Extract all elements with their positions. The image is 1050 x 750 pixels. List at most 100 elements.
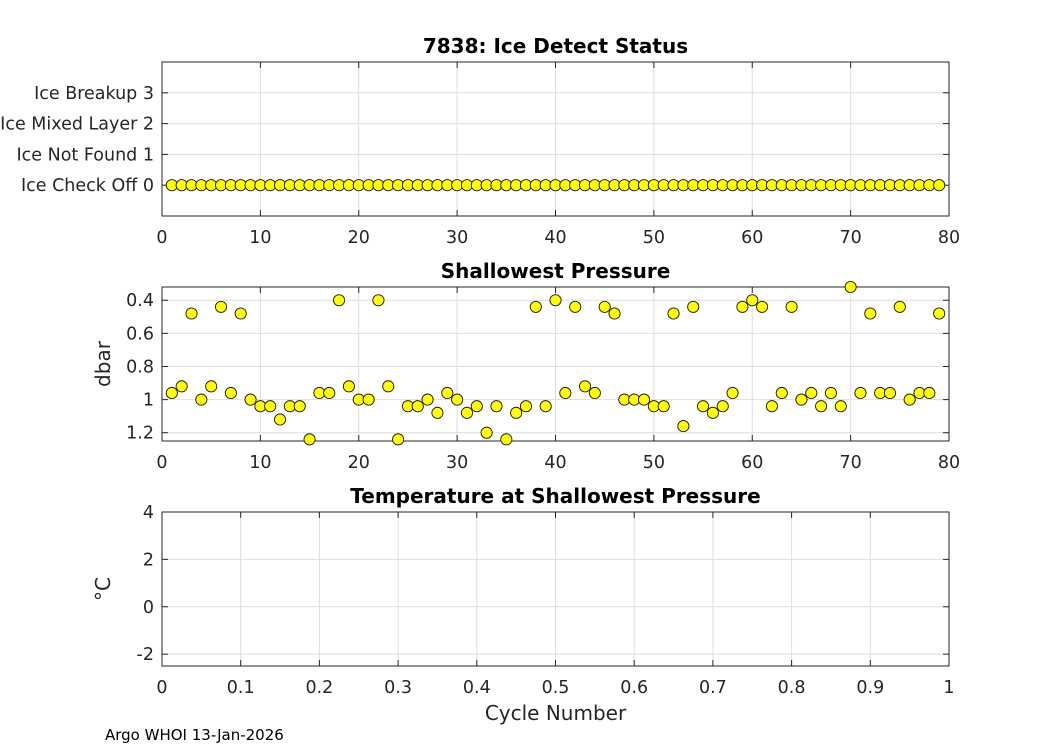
x-tick-label: 50 — [643, 453, 665, 473]
data-point — [175, 380, 188, 393]
data-point — [205, 380, 218, 393]
x-tick-label: 0.3 — [384, 678, 412, 698]
data-point — [549, 294, 562, 307]
x-tick-label: 0.7 — [699, 678, 727, 698]
data-point — [244, 393, 257, 406]
ice-detect-status-axes: 0 10 20 30 40 50 60 70 80 Ice Check Off 0 Ice Not … — [0, 34, 960, 248]
x-tick-label: 70 — [839, 453, 861, 473]
data-point — [392, 433, 405, 446]
y-tick-label: -2 — [137, 645, 154, 665]
data-point — [510, 406, 523, 419]
data-point — [834, 400, 847, 413]
data-point — [716, 400, 729, 413]
data-point — [431, 406, 444, 419]
data-point — [933, 179, 946, 192]
shallowest-pressure-axes: 0 10 20 30 40 50 60 70 80 0.4 0.6 0.8 1 1.2 Shallowest… — [91, 259, 960, 473]
data-point — [578, 380, 592, 393]
data-point — [460, 406, 474, 419]
data-point — [933, 307, 946, 320]
x-tick-label: 10 — [249, 228, 271, 248]
data-point — [687, 300, 700, 313]
y-tick-label: Ice Not Found 1 — [17, 145, 154, 165]
x-tick-label: 0.2 — [305, 678, 333, 698]
y-tick-label: 0.6 — [126, 324, 154, 344]
data-point — [805, 386, 818, 400]
x-tick-label: 20 — [348, 228, 370, 248]
chart-title: 7838: Ice Detect Status — [423, 34, 688, 58]
data-point — [342, 380, 355, 393]
data-point — [697, 400, 710, 413]
y-tick-label: Ice Check Off 0 — [21, 176, 154, 196]
data-point — [529, 300, 542, 313]
y-tick-label: 0.4 — [126, 291, 154, 311]
x-tick-label: 80 — [938, 228, 960, 248]
data-point — [559, 386, 572, 400]
data-point — [411, 400, 424, 413]
data-point — [421, 393, 434, 406]
y-tick-label: Ice Breakup 3 — [34, 84, 154, 104]
data-point — [214, 300, 228, 313]
data-point — [706, 406, 719, 419]
data-point — [756, 300, 769, 313]
axes-frame — [161, 286, 950, 442]
data-point — [775, 386, 788, 400]
y-axis-label: °C — [91, 577, 115, 601]
data-point — [893, 300, 906, 313]
data-point — [224, 386, 237, 400]
footer-credit: Argo WHOI 13-Jan-2026 — [105, 726, 284, 744]
data-point — [273, 413, 287, 426]
data-point — [883, 386, 897, 400]
y-tick-label: 1 — [143, 391, 154, 411]
data-point — [854, 386, 867, 400]
data-point — [795, 393, 808, 406]
axes-frame — [161, 61, 950, 217]
y-tick-label: 0 — [143, 598, 154, 618]
x-tick-label: 0.1 — [227, 678, 255, 698]
chart-title: Temperature at Shallowest Pressure — [350, 484, 760, 508]
x-tick-label: 40 — [544, 228, 566, 248]
x-tick-label: 60 — [741, 453, 763, 473]
data-point — [844, 280, 857, 294]
y-tick-label: 0.8 — [126, 357, 154, 377]
x-tick-label: 10 — [249, 453, 271, 473]
x-tick-label: 70 — [839, 228, 861, 248]
x-tick-label: 50 — [643, 228, 665, 248]
x-tick-label: 0 — [156, 228, 167, 248]
chart-title: Shallowest Pressure — [441, 259, 671, 283]
data-point — [923, 386, 936, 400]
data-point — [333, 294, 346, 307]
data-point — [598, 300, 611, 313]
data-point — [677, 420, 690, 433]
data-point — [362, 393, 375, 406]
y-tick-label: 2 — [143, 550, 154, 570]
x-tick-label: 0.4 — [463, 678, 491, 698]
data-point — [667, 307, 680, 320]
x-tick-label: 0.9 — [856, 678, 884, 698]
data-point — [490, 400, 503, 413]
x-axis-label: Cycle Number — [485, 701, 627, 725]
data-point — [165, 386, 178, 400]
y-tick-label: 1.2 — [126, 424, 154, 444]
data-point — [372, 294, 385, 307]
data-point — [539, 400, 552, 413]
temperature-axes: 0 0.1 0.2 0.3 0.4 0.5 0.6 0.7 0.8 0.9 1-2024Temper… — [91, 484, 955, 725]
x-tick-label: 0 — [156, 678, 167, 698]
data-point — [824, 386, 838, 400]
data-point — [815, 400, 828, 413]
data-point — [500, 433, 513, 446]
axes-frame — [161, 511, 950, 667]
data-point — [234, 307, 247, 320]
x-tick-label: 30 — [446, 228, 468, 248]
data-point — [195, 393, 208, 406]
data-point — [470, 400, 483, 413]
x-tick-label: 1 — [943, 678, 954, 698]
data-point — [903, 393, 916, 406]
data-point — [736, 300, 749, 313]
data-point — [608, 307, 621, 320]
data-point — [382, 380, 395, 393]
x-tick-label: 0.6 — [620, 678, 648, 698]
x-tick-label: 80 — [938, 453, 960, 473]
data-point — [765, 400, 778, 413]
x-tick-label: 0 — [156, 453, 167, 473]
